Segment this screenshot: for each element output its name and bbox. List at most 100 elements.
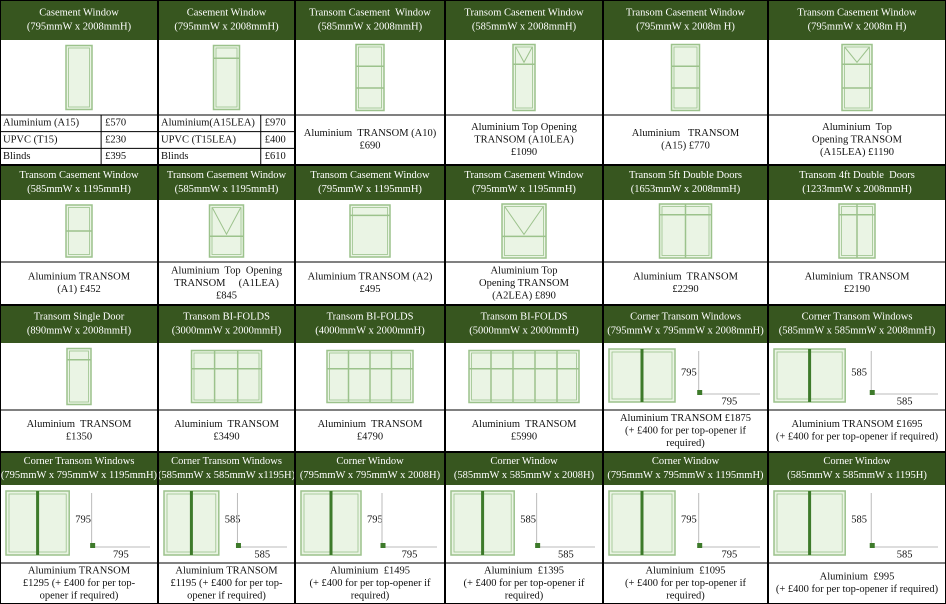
cell-text: opener if required)	[187, 590, 266, 601]
window-inner	[211, 207, 242, 255]
window-inner	[844, 46, 870, 109]
window-inner	[471, 352, 577, 401]
cell-text: £5990	[511, 432, 537, 443]
price-value: £400	[265, 134, 286, 145]
cell-border	[295, 0, 445, 165]
corner-post	[481, 491, 485, 555]
cell-text: Aluminium Top	[490, 265, 557, 276]
price-label: UPVC (T15)	[3, 134, 58, 145]
dimension-label: 585	[225, 515, 241, 526]
price-label: Aluminium (A15)	[3, 118, 80, 129]
dimension-label: 585	[851, 515, 867, 526]
header-bg	[603, 452, 768, 485]
cell-title: Casement Window	[39, 7, 119, 18]
price-label: Blinds	[3, 151, 30, 162]
cell-border	[603, 305, 768, 452]
cell-title: Transom Casement Window	[626, 7, 746, 18]
corner-post	[640, 491, 644, 555]
cell-text: Aluminium TRANSOM	[318, 419, 423, 430]
cell-title: (795mmW x 2008mmH)	[174, 21, 279, 32]
cell-title: Corner Transom Windows	[24, 456, 135, 467]
cell-title: Corner Transom Windows	[171, 456, 282, 467]
cell-border	[603, 0, 768, 165]
window-inner	[352, 207, 388, 255]
dimension-label: 795	[721, 549, 737, 560]
cell-title: (585mmW x 1195mmH)	[27, 184, 131, 195]
cell-title: (4000mmW x 2000mmH)	[315, 325, 425, 336]
cell-title: Transom Casement Window	[464, 170, 584, 181]
window-frame	[66, 347, 92, 406]
corner-post	[808, 349, 812, 402]
cell-title: (585mmW x 585mmW x 2008H)	[454, 470, 595, 481]
cell-title: (1233mmW x 2008mmH)	[802, 184, 912, 195]
dimension-label: 585	[851, 368, 867, 379]
cell-title: Corner Window	[336, 456, 404, 467]
opener-mark	[504, 206, 544, 236]
corner-post	[36, 491, 40, 555]
header-bg	[768, 452, 946, 485]
cell-title: Transom Casement Window	[19, 170, 139, 181]
cell-text: Aluminium Top	[822, 122, 892, 133]
cell-title: (3000mmW x 2000mmH)	[172, 325, 282, 336]
cell-text: £3490	[213, 432, 239, 443]
cell-text: Aluminium TRANSOM	[174, 419, 279, 430]
cell-border	[0, 305, 158, 452]
cell-title: (585mmW x 1195mmH)	[175, 184, 279, 195]
cell-border	[445, 305, 603, 452]
cell-text: Aluminium TRANSOM (A10)	[304, 128, 437, 139]
dimension-label: 585	[897, 549, 913, 560]
cell-title: Corner Window	[652, 456, 720, 467]
dimension-label: 585	[558, 549, 574, 560]
cell-text: Aluminium Top Opening	[471, 122, 578, 133]
cell-text: (+ £400 for per top-opener if	[309, 578, 431, 589]
cell-text: Aluminium TRANSOM £1695	[791, 419, 922, 430]
price-label: UPVC (T15LEA)	[161, 134, 236, 145]
cell-title: (795mmW x 1195mmH)	[318, 184, 422, 195]
cell-title: Transom BI-FOLDS	[327, 311, 414, 322]
cell-title: Corner Transom Windows	[802, 311, 913, 322]
corner-post	[640, 349, 644, 402]
cell-text: TRANSOM (A1LEA)	[174, 278, 279, 289]
corner-post	[189, 491, 193, 555]
cell-border	[0, 165, 158, 305]
window-inner	[193, 352, 260, 401]
price-value: £970	[265, 118, 286, 129]
header-bg	[603, 165, 768, 200]
cell-text: Aluminium TRANSOM	[632, 128, 740, 139]
header-bg	[158, 0, 295, 40]
cell-title: (585mmW x 2008mmH)	[472, 21, 577, 32]
cell-text: (A1) £452	[57, 284, 100, 295]
cell-text: (+ £400 for per top-opener if	[625, 578, 747, 589]
window-frame	[212, 44, 241, 111]
header-bg	[0, 0, 158, 40]
cell-title: Corner Transom Windows	[630, 311, 741, 322]
cell-text: £1350	[66, 432, 92, 443]
price-label: Blinds	[161, 151, 188, 162]
dimension-label: 795	[75, 515, 91, 526]
cell-text: £1090	[511, 147, 537, 158]
header-bg	[768, 305, 946, 343]
cell-border	[295, 165, 445, 305]
dimension-label: 795	[681, 368, 697, 379]
cell-text: Aluminium TRANSOM	[472, 419, 577, 430]
cell-title: Transom Casement Window	[167, 170, 287, 181]
header-bg	[295, 165, 445, 200]
cell-border	[158, 165, 295, 305]
plan-corner	[380, 543, 386, 548]
window-frame	[190, 349, 263, 404]
cell-title: Transom Single Door	[34, 311, 125, 322]
cell-title: Corner Window	[490, 456, 558, 467]
window-frame	[512, 43, 536, 112]
cell-title: (585mmW x 585mmW x 2008mmH)	[779, 325, 936, 336]
window-frame	[355, 43, 385, 112]
header-bg	[158, 305, 295, 343]
cell-text: Aluminium TRANSOM	[27, 419, 132, 430]
cell-border	[158, 0, 295, 165]
cell-title: (795mmW x 2008m H)	[808, 21, 907, 32]
cell-text: (+ £400 for per top-opener if	[625, 425, 747, 436]
price-value: £570	[105, 118, 126, 129]
header-bg	[445, 452, 603, 485]
cell-text: £495	[360, 284, 381, 295]
cell-border	[445, 0, 603, 165]
